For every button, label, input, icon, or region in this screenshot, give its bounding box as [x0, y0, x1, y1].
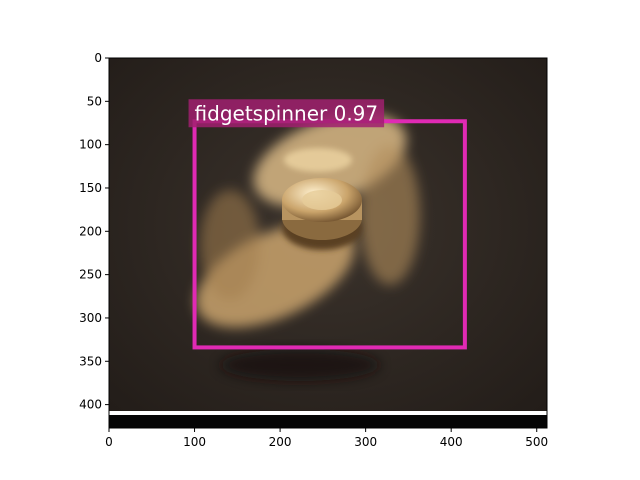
detection-label-background [188, 99, 385, 128]
y-tick-label: 50 [87, 94, 102, 108]
y-tick-label: 250 [79, 268, 102, 282]
x-tick-label: 300 [354, 435, 377, 449]
x-tick-label: 200 [269, 435, 292, 449]
spinner-hub [282, 148, 362, 250]
y-tick-label: 400 [79, 398, 102, 412]
y-tick-label: 0 [94, 51, 102, 65]
x-tick-label: 500 [525, 435, 548, 449]
x-axis: 0 100 200 300 400 500 [105, 428, 548, 449]
spinner-blur [195, 113, 420, 328]
axes-frame [108, 57, 548, 429]
x-tick-label: 0 [105, 435, 113, 449]
y-tick-label: 100 [79, 138, 102, 152]
y-axis: 0 50 100 150 200 250 300 350 400 [79, 51, 109, 412]
y-tick-label: 350 [79, 354, 102, 368]
detection-label: fidgetspinner 0.97 [195, 101, 379, 125]
y-tick-label: 300 [79, 311, 102, 325]
x-tick-label: 100 [183, 435, 206, 449]
x-tick-label: 400 [440, 435, 463, 449]
y-tick-label: 150 [79, 181, 102, 195]
y-tick-label: 200 [79, 224, 102, 238]
